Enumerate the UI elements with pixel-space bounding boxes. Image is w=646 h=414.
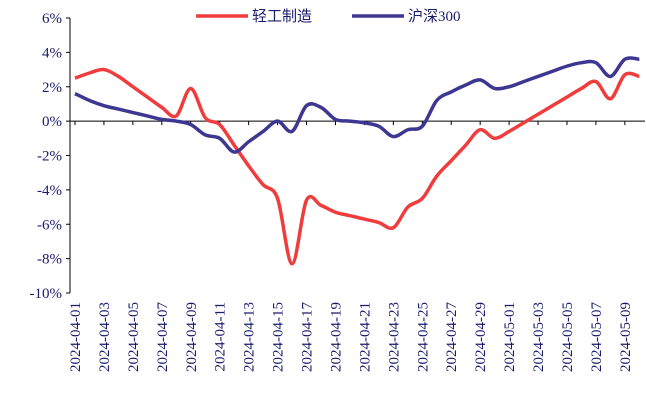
series-line xyxy=(74,67,640,266)
x-tick-label: 2024-04-15 xyxy=(271,302,287,372)
x-tick-label: 2024-04-19 xyxy=(328,302,344,372)
x-tick-label: 2024-05-03 xyxy=(531,302,547,372)
x-tick-label: 2024-04-25 xyxy=(415,302,431,372)
y-tick-label: -4% xyxy=(37,183,62,199)
x-tick-label: 2024-04-23 xyxy=(386,302,402,372)
legend-label: 轻工制造 xyxy=(252,8,312,25)
x-tick-label: 2024-04-29 xyxy=(473,302,489,372)
x-tick-label: 2024-04-17 xyxy=(300,302,316,372)
x-tick-label: 2024-04-09 xyxy=(184,302,200,372)
x-tick-label: 2024-04-21 xyxy=(357,302,373,372)
x-tick-label: 2024-04-11 xyxy=(213,302,229,371)
legend-label: 沪深300 xyxy=(408,8,461,25)
y-tick-label: 4% xyxy=(42,45,62,61)
x-tick-label: 2024-04-05 xyxy=(126,302,142,372)
x-tick-label: 2024-04-27 xyxy=(444,302,460,372)
y-tick-label: 2% xyxy=(42,80,62,96)
y-tick-label: -10% xyxy=(30,286,63,302)
y-tick-label: -8% xyxy=(37,252,62,268)
x-tick-label: 2024-05-09 xyxy=(618,302,634,372)
series-line xyxy=(74,56,640,154)
x-tick-label: 2024-05-05 xyxy=(560,302,576,372)
y-tick-label: -2% xyxy=(37,149,62,165)
x-tick-label: 2024-04-03 xyxy=(97,302,113,372)
x-tick-label: 2024-05-07 xyxy=(589,302,605,372)
x-tick-label: 2024-04-13 xyxy=(242,302,258,372)
y-tick-label: 0% xyxy=(42,114,62,130)
x-tick-label: 2024-04-01 xyxy=(68,302,84,372)
x-tick-label: 2024-05-01 xyxy=(502,302,518,372)
y-tick-label: -6% xyxy=(37,217,62,233)
x-tick-label: 2024-04-07 xyxy=(155,302,171,372)
y-tick-label: 6% xyxy=(42,11,62,27)
